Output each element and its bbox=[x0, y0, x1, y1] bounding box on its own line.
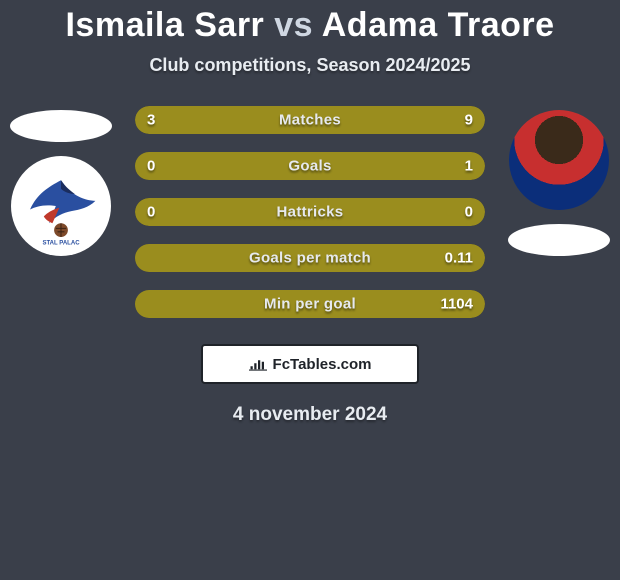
fill-left bbox=[135, 244, 146, 272]
stat-label: Matches bbox=[279, 112, 341, 129]
player2-club-placeholder bbox=[508, 224, 610, 256]
stat-value-left: 0 bbox=[147, 204, 155, 221]
stat-row: 1104 Min per goal bbox=[135, 290, 485, 318]
stat-value-right: 1 bbox=[465, 158, 473, 175]
comparison-card: Ismaila Sarr vs Adama Traore Club compet… bbox=[0, 0, 620, 580]
page-title: Ismaila Sarr vs Adama Traore bbox=[0, 6, 620, 45]
stat-value-right: 9 bbox=[465, 112, 473, 129]
player2-photo bbox=[509, 110, 609, 210]
vs-separator: vs bbox=[274, 6, 313, 44]
fill-left bbox=[135, 152, 146, 180]
attribution-text: FcTables.com bbox=[273, 356, 372, 373]
player2-name: Adama Traore bbox=[322, 6, 555, 44]
fill-right bbox=[223, 106, 486, 134]
eagle-crest-icon: STAL PALAC bbox=[18, 163, 104, 249]
stat-value-left: 0 bbox=[147, 158, 155, 175]
player1-name: Ismaila Sarr bbox=[65, 6, 264, 44]
stat-value-right: 1104 bbox=[440, 296, 473, 313]
player2-column bbox=[504, 110, 614, 256]
subtitle: Club competitions, Season 2024/2025 bbox=[0, 55, 620, 76]
fill-left bbox=[135, 290, 146, 318]
stat-label: Goals bbox=[288, 158, 331, 175]
player1-club-crest: STAL PALAC bbox=[11, 156, 111, 256]
stat-value-right: 0 bbox=[465, 204, 473, 221]
player1-column: STAL PALAC bbox=[6, 110, 116, 256]
stat-rows: 3 9 Matches 0 1 Goals 0 0 Hattricks 0.11 Goals per… bbox=[135, 106, 485, 318]
stat-value-left: 3 bbox=[147, 112, 155, 129]
stat-label: Hattricks bbox=[277, 204, 344, 221]
bar-chart-icon bbox=[249, 357, 267, 371]
date-label: 4 november 2024 bbox=[0, 404, 620, 426]
stat-row: 0 1 Goals bbox=[135, 152, 485, 180]
stat-label: Goals per match bbox=[249, 250, 371, 267]
stat-value-right: 0.11 bbox=[445, 250, 473, 267]
attribution-badge[interactable]: FcTables.com bbox=[201, 344, 419, 384]
player1-photo-placeholder bbox=[10, 110, 112, 142]
stat-row: 0.11 Goals per match bbox=[135, 244, 485, 272]
svg-text:STAL PALAC: STAL PALAC bbox=[42, 241, 80, 247]
stat-row: 0 0 Hattricks bbox=[135, 198, 485, 226]
stat-label: Min per goal bbox=[264, 296, 356, 313]
stat-row: 3 9 Matches bbox=[135, 106, 485, 134]
